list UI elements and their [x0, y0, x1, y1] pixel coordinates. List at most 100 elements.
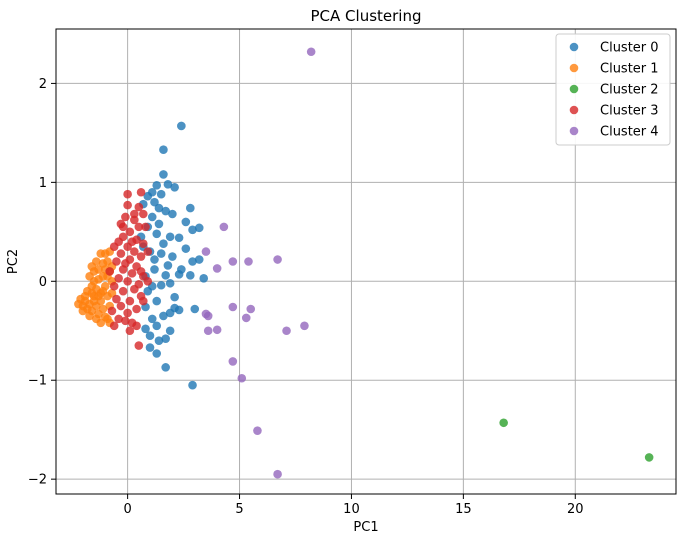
y-tick-label: 2 — [39, 77, 47, 92]
cluster-3-point — [134, 222, 144, 232]
cluster-3-point — [118, 286, 128, 296]
cluster-0-point — [185, 271, 195, 280]
cluster-1-point — [78, 306, 88, 316]
cluster-0-point — [181, 217, 191, 227]
cluster-3-point — [121, 212, 130, 222]
cluster-4-point — [201, 309, 211, 319]
y-tick-label: 1 — [39, 176, 47, 191]
cluster-0-point — [181, 244, 191, 253]
cluster-0-point — [159, 311, 168, 321]
cluster-0-point — [188, 257, 197, 266]
cluster-4-point — [246, 304, 256, 314]
cluster-4-point — [241, 313, 251, 323]
cluster-4-point — [228, 357, 238, 366]
cluster-1-point — [94, 265, 103, 274]
cluster-4-point — [203, 326, 213, 336]
plot-frame — [55, 28, 677, 495]
cluster-3-point — [114, 314, 123, 324]
cluster-0-point — [152, 181, 162, 190]
legend-box — [555, 33, 671, 146]
cluster-3-point — [127, 237, 137, 247]
cluster-3-point — [132, 304, 141, 314]
legend-label: Cluster 3 — [600, 104, 659, 119]
cluster-3-point — [132, 321, 141, 331]
cluster-0-point — [154, 219, 164, 229]
cluster-3-point — [125, 227, 135, 237]
cluster-0-point — [147, 212, 157, 222]
cluster-4-point — [237, 373, 247, 383]
cluster-4-point — [212, 325, 222, 335]
cluster-0-point — [177, 265, 186, 274]
cluster-4-point — [201, 247, 211, 256]
cluster-4-point — [273, 469, 282, 479]
cluster-4-point — [273, 255, 282, 264]
cluster-3-point — [123, 276, 132, 286]
cluster-0-point — [194, 255, 204, 264]
cluster-3-point — [109, 281, 119, 291]
x-axis-label: PC1 — [353, 520, 378, 535]
cluster-1-point — [107, 288, 117, 298]
cluster-3-point — [143, 276, 153, 286]
cluster-1-point — [85, 311, 94, 321]
cluster-0-point — [165, 232, 175, 242]
cluster-0-point — [185, 203, 195, 213]
cluster-3-point — [125, 326, 135, 336]
cluster-2-point — [644, 453, 654, 462]
cluster-4-point — [244, 257, 253, 266]
cluster-3-point — [127, 269, 137, 278]
cluster-0-point — [154, 336, 164, 345]
cluster-3-point — [114, 274, 123, 283]
cluster-3-point — [136, 267, 146, 276]
cluster-3-point — [112, 257, 121, 266]
cluster-1-point — [87, 262, 97, 271]
cluster-3-point — [134, 341, 144, 350]
cluster-0-point — [168, 209, 177, 219]
cluster-3-point — [125, 296, 135, 306]
cluster-0-point — [194, 223, 204, 233]
cluster-3-point — [141, 222, 150, 232]
cluster-0-point — [170, 182, 179, 192]
cluster-0-point — [152, 349, 162, 358]
cluster-1-point — [98, 304, 108, 314]
x-tick-label: 5 — [235, 502, 243, 517]
cluster-0-point — [150, 265, 159, 274]
cluster-0-point — [156, 249, 166, 258]
legend-marker — [569, 126, 579, 136]
legend-label: Cluster 0 — [600, 41, 659, 56]
cluster-0-point — [152, 296, 162, 306]
y-axis-label: PC2 — [6, 249, 21, 274]
cluster-0-point — [159, 170, 168, 179]
cluster-0-point — [170, 292, 179, 302]
cluster-0-point — [174, 305, 184, 315]
cluster-0-point — [154, 203, 164, 213]
cluster-4-point — [300, 321, 309, 331]
legend-marker — [569, 63, 579, 73]
cluster-0-point — [190, 304, 200, 314]
cluster-1-point — [87, 288, 97, 298]
cluster-3-point — [116, 301, 126, 311]
cluster-0-point — [156, 280, 166, 290]
cluster-0-point — [147, 314, 157, 324]
cluster-3-point — [143, 247, 153, 256]
cluster-3-point — [121, 316, 130, 326]
cluster-3-point — [109, 321, 119, 331]
cluster-4-point — [212, 264, 222, 273]
cluster-0-point — [159, 145, 168, 155]
cluster-3-point — [118, 222, 128, 232]
cluster-1-point — [98, 286, 108, 296]
scatter-points — [74, 47, 654, 479]
cluster-4-point — [253, 426, 262, 435]
cluster-3-point — [136, 187, 146, 197]
cluster-0-point — [199, 274, 209, 283]
cluster-3-point — [130, 215, 139, 225]
cluster-3-point — [109, 242, 119, 251]
y-tick-label: 0 — [39, 275, 47, 290]
cluster-3-point — [105, 267, 115, 276]
legend-label: Cluster 4 — [600, 125, 659, 140]
cluster-2-point — [499, 418, 508, 428]
legend-marker — [569, 42, 579, 52]
cluster-0-point — [161, 271, 170, 280]
cluster-0-point — [150, 197, 159, 207]
cluster-0-point — [163, 261, 173, 270]
cluster-3-point — [138, 209, 148, 219]
